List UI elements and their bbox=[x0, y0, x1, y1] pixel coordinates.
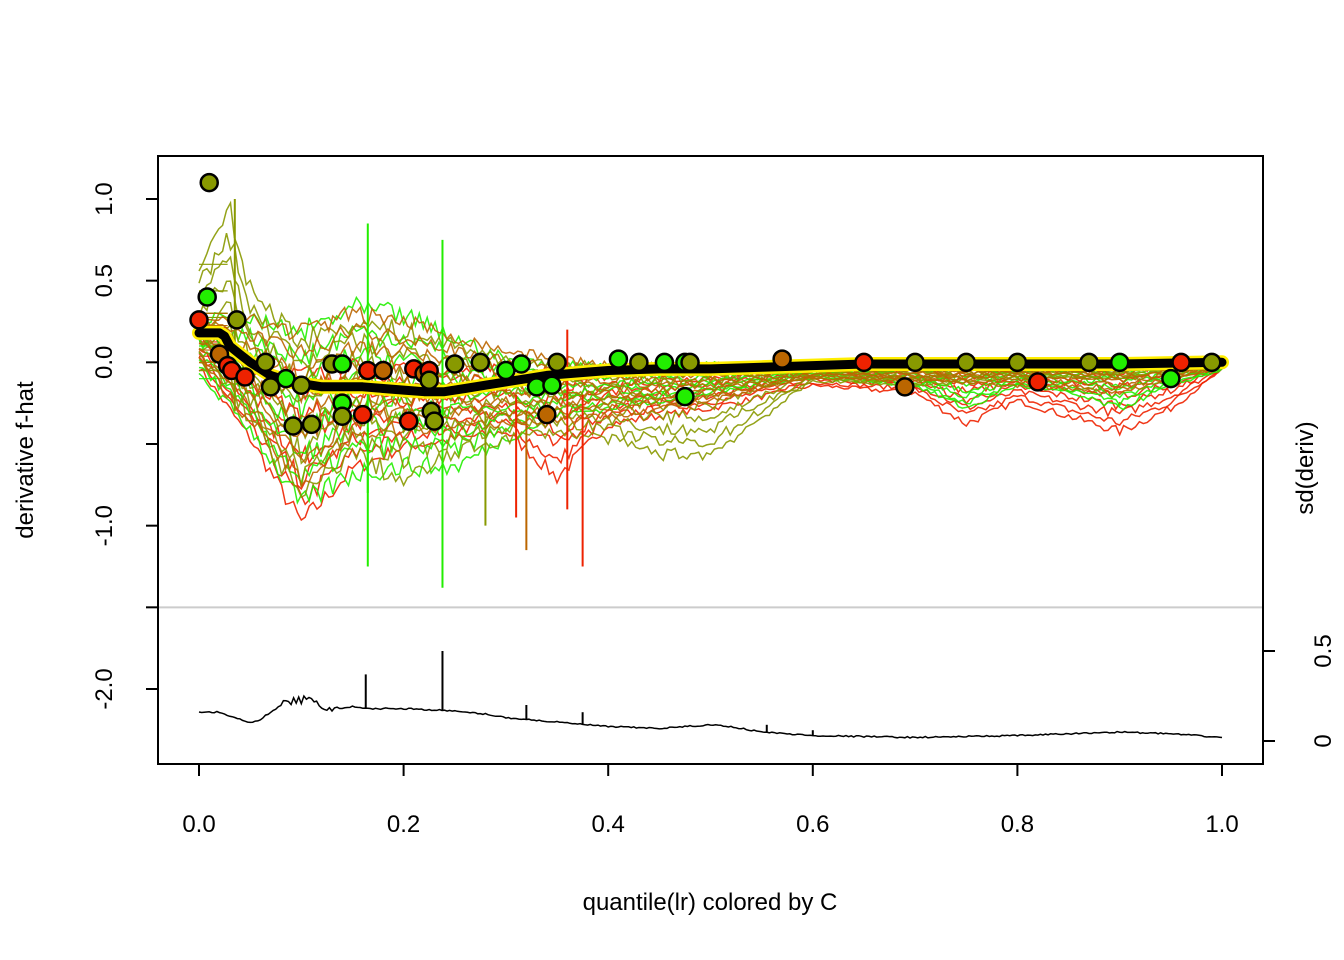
data-point bbox=[424, 411, 445, 431]
data-point bbox=[332, 354, 352, 374]
data-point bbox=[1109, 352, 1130, 373]
x-tick-label: 0.8 bbox=[1001, 811, 1034, 838]
series-line-green-2 bbox=[198, 366, 1223, 485]
series-line-red-2 bbox=[198, 356, 1223, 506]
x-tick-label: 0.2 bbox=[387, 811, 420, 838]
data-point bbox=[542, 375, 562, 395]
data-points bbox=[189, 172, 1222, 436]
data-point bbox=[547, 352, 567, 373]
y-tick-label: 0.5 bbox=[91, 264, 118, 297]
data-point bbox=[854, 352, 874, 373]
right-tick-label: 0 bbox=[1310, 734, 1337, 747]
y-tick-label: -2.0 bbox=[91, 668, 118, 709]
spike-lines bbox=[233, 199, 584, 588]
y-tick-label: -1.0 bbox=[91, 505, 118, 546]
data-point bbox=[772, 349, 792, 369]
data-point bbox=[291, 375, 312, 395]
data-point bbox=[1007, 352, 1028, 373]
right-axis-title: sd(deriv) bbox=[1292, 421, 1319, 514]
series-line-olive-2 bbox=[198, 344, 1223, 488]
data-point bbox=[332, 406, 352, 426]
data-point bbox=[956, 352, 976, 373]
data-point bbox=[283, 416, 303, 436]
series-line-brown-3 bbox=[198, 348, 1223, 438]
x-tick-label: 0.4 bbox=[592, 811, 625, 838]
data-point bbox=[419, 370, 439, 391]
y-axis-title: derivative f-hat bbox=[12, 381, 39, 539]
data-point bbox=[608, 349, 629, 369]
data-point bbox=[373, 360, 393, 381]
data-point bbox=[629, 352, 649, 373]
data-point bbox=[675, 386, 695, 407]
y-tick-label: 0.0 bbox=[91, 346, 118, 379]
data-point bbox=[301, 414, 322, 435]
series-line-red-3 bbox=[198, 352, 1223, 491]
data-point bbox=[1202, 352, 1222, 373]
data-point bbox=[470, 352, 491, 373]
series-line-olive-8 bbox=[198, 200, 1223, 375]
data-point bbox=[1079, 352, 1099, 373]
data-point bbox=[352, 404, 373, 425]
data-point bbox=[227, 310, 247, 330]
data-point bbox=[260, 377, 281, 397]
data-point bbox=[1171, 352, 1191, 373]
x-tick-label: 0.6 bbox=[796, 811, 829, 838]
data-point bbox=[654, 352, 675, 373]
x-tick-label: 1.0 bbox=[1205, 811, 1238, 838]
plot-frame bbox=[157, 155, 1264, 765]
data-point bbox=[445, 354, 465, 374]
data-point bbox=[255, 352, 276, 373]
data-point bbox=[905, 352, 925, 373]
sd-curve bbox=[198, 694, 1223, 739]
curve-band-olive bbox=[198, 200, 1223, 499]
data-point bbox=[511, 354, 531, 374]
data-point bbox=[199, 172, 219, 193]
data-point bbox=[197, 287, 217, 307]
data-point bbox=[1028, 372, 1048, 392]
sd-panel bbox=[198, 651, 1223, 739]
data-point bbox=[189, 310, 209, 330]
data-point bbox=[895, 377, 915, 397]
data-point bbox=[235, 367, 255, 387]
data-point bbox=[537, 404, 557, 425]
series-line-brown-1 bbox=[198, 356, 1223, 488]
x-axis-title: quantile(lr) colored by C bbox=[583, 889, 838, 916]
data-point bbox=[398, 411, 419, 431]
right-tick-label: 0.5 bbox=[1310, 634, 1337, 667]
x-tick-label: 0.0 bbox=[182, 811, 215, 838]
data-point bbox=[1161, 368, 1181, 389]
axes: 0.0 0.2 0.4 0.6 0.8 1.0 1.0 0.5 0.0 -1.0 -2.0 0.5 0 bbox=[91, 182, 1337, 838]
data-point bbox=[680, 352, 700, 373]
y-tick-label: 1.0 bbox=[91, 182, 118, 215]
